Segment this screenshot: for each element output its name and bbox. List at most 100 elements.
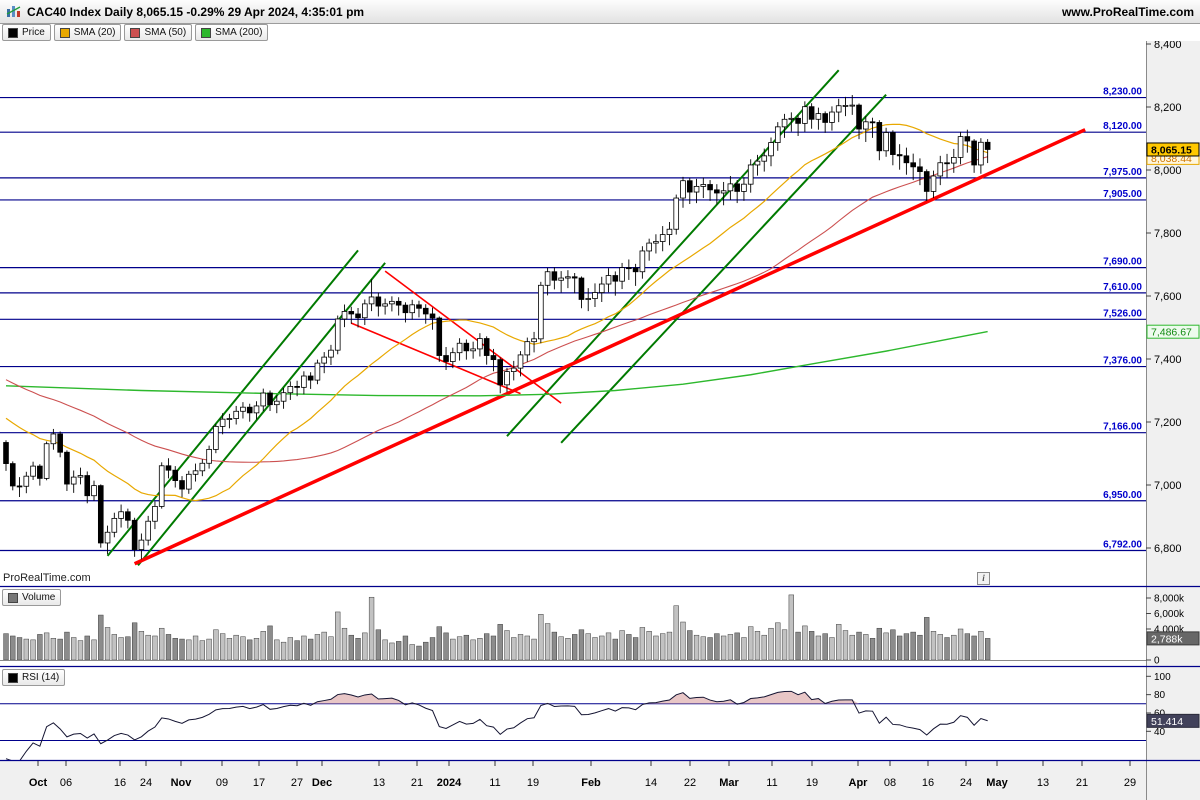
- chart-header: CAC40 Index Daily 8,065.15 -0.29% 29 Apr…: [0, 0, 1200, 24]
- svg-text:19: 19: [527, 777, 539, 789]
- svg-text:7,000: 7,000: [1154, 480, 1182, 492]
- svg-text:16: 16: [922, 777, 934, 789]
- svg-text:May: May: [986, 777, 1008, 789]
- rsi-overbought-area: [6, 691, 988, 704]
- svg-text:7,690.00: 7,690.00: [1103, 257, 1142, 268]
- sma200-line: [5, 330, 988, 397]
- price-panel[interactable]: 8,230.00 8,120.00 7,975.00 7,905.00 7,690.00…: [0, 69, 1146, 566]
- rsi-legend-label: RSI (14): [22, 672, 60, 683]
- svg-text:40: 40: [1154, 727, 1166, 738]
- svg-text:8,000k: 8,000k: [1154, 594, 1185, 605]
- svg-text:09: 09: [216, 777, 228, 789]
- svg-text:13: 13: [373, 777, 385, 789]
- svg-text:Nov: Nov: [171, 777, 193, 789]
- trendline-major-support: [133, 128, 1086, 566]
- volume-legend-label: Volume: [22, 592, 56, 603]
- svg-text:Mar: Mar: [719, 777, 739, 789]
- svg-text:14: 14: [645, 777, 657, 789]
- svg-text:2,788k: 2,788k: [1151, 633, 1183, 645]
- svg-text:27: 27: [291, 777, 303, 789]
- svg-text:4,000k: 4,000k: [1154, 625, 1185, 636]
- rsi-swatch-icon: [8, 672, 18, 683]
- time-axis[interactable]: [0, 761, 1146, 800]
- svg-text:11: 11: [489, 777, 500, 789]
- trendline-flag-upper: [384, 270, 562, 404]
- svg-text:2024: 2024: [437, 777, 462, 789]
- info-icon[interactable]: i: [977, 572, 990, 585]
- svg-text:7,200: 7,200: [1154, 417, 1182, 429]
- svg-text:24: 24: [960, 777, 972, 789]
- svg-text:80: 80: [1154, 690, 1166, 701]
- svg-text:Feb: Feb: [581, 777, 601, 789]
- svg-text:7,166.00: 7,166.00: [1103, 422, 1142, 433]
- prorealtime-link[interactable]: www.ProRealTime.com: [1061, 4, 1194, 19]
- svg-text:7,975.00: 7,975.00: [1103, 167, 1142, 178]
- price-axis[interactable]: [1146, 41, 1200, 800]
- sma200-legend-label: SMA (200): [215, 27, 263, 38]
- svg-text:51.414: 51.414: [1151, 716, 1183, 728]
- sma20-legend-chip[interactable]: SMA (20): [53, 24, 122, 41]
- volume-swatch-icon: [8, 592, 18, 603]
- rsi-legend-chip[interactable]: RSI (14): [2, 669, 66, 686]
- time-axis-ticks: Oct 06 16 24 Nov 09 17 27 Dec 13 21 2024 11 19 Feb 14 22…: [29, 761, 1136, 789]
- svg-text:17: 17: [253, 777, 265, 789]
- svg-text:06: 06: [60, 777, 72, 789]
- trendline-channel-2-lower: [506, 69, 840, 437]
- sma50-line: [5, 156, 988, 463]
- svg-text:21: 21: [411, 777, 423, 789]
- svg-text:7,905.00: 7,905.00: [1103, 189, 1142, 200]
- svg-text:8,400: 8,400: [1154, 39, 1182, 51]
- svg-text:8,120.00: 8,120.00: [1103, 121, 1142, 132]
- svg-text:7,800: 7,800: [1154, 228, 1182, 240]
- chart-title: CAC40 Index Daily 8,065.15 -0.29% 29 Apr…: [27, 4, 365, 19]
- svg-text:08: 08: [884, 777, 896, 789]
- horizontal-levels: 8,230.00 8,120.00 7,975.00 7,905.00 7,690.00…: [0, 87, 1146, 552]
- sma200-legend-chip[interactable]: SMA (200): [195, 24, 269, 41]
- sma50-legend-chip[interactable]: SMA (50): [124, 24, 193, 41]
- sma20-legend-label: SMA (20): [73, 27, 116, 38]
- indicator-legend-row: Price SMA (20) SMA (50) SMA (200): [0, 24, 1200, 41]
- candlesticks: [3, 95, 991, 560]
- price-swatch-icon: [8, 27, 18, 38]
- svg-text:7,610.00: 7,610.00: [1103, 282, 1142, 293]
- svg-text:22: 22: [684, 777, 696, 789]
- trendline-channel-1-lower: [106, 249, 359, 557]
- app-logo-icon: [6, 4, 22, 20]
- svg-text:24: 24: [140, 777, 152, 789]
- sma50-legend-label: SMA (50): [144, 27, 187, 38]
- svg-text:8,230.00: 8,230.00: [1103, 87, 1142, 98]
- svg-text:0: 0: [1154, 656, 1160, 667]
- svg-text:7,376.00: 7,376.00: [1103, 356, 1142, 367]
- sma200-swatch-icon: [201, 27, 212, 38]
- price-legend-chip[interactable]: Price: [2, 24, 51, 41]
- svg-text:7,600: 7,600: [1154, 291, 1182, 303]
- svg-text:21: 21: [1076, 777, 1088, 789]
- svg-text:19: 19: [806, 777, 818, 789]
- svg-text:100: 100: [1154, 672, 1171, 683]
- trendline-channel-2-upper: [560, 94, 887, 444]
- svg-text:Apr: Apr: [849, 777, 869, 789]
- trendline-channel-1-upper: [137, 262, 386, 566]
- trendlines[interactable]: [106, 69, 1086, 566]
- svg-text:6,792.00: 6,792.00: [1103, 540, 1142, 551]
- volume-panel[interactable]: [0, 594, 1146, 661]
- svg-text:8,200: 8,200: [1154, 102, 1182, 114]
- svg-text:8,000: 8,000: [1154, 165, 1182, 177]
- price-legend-label: Price: [22, 27, 45, 38]
- sma20-swatch-icon: [59, 27, 70, 38]
- svg-text:6,950.00: 6,950.00: [1103, 490, 1142, 501]
- svg-text:6,800: 6,800: [1154, 543, 1182, 555]
- watermark-link[interactable]: ProRealTime.com: [3, 572, 91, 584]
- svg-text:7,400: 7,400: [1154, 354, 1182, 366]
- volume-legend-chip[interactable]: Volume: [2, 589, 62, 606]
- rsi-panel[interactable]: [0, 690, 1146, 761]
- svg-text:7,486.67: 7,486.67: [1151, 327, 1192, 339]
- sma50-swatch-icon: [130, 27, 141, 38]
- svg-text:Dec: Dec: [312, 777, 332, 789]
- svg-text:11: 11: [766, 777, 777, 789]
- trendline-flag-lower: [350, 322, 521, 395]
- svg-text:16: 16: [114, 777, 126, 789]
